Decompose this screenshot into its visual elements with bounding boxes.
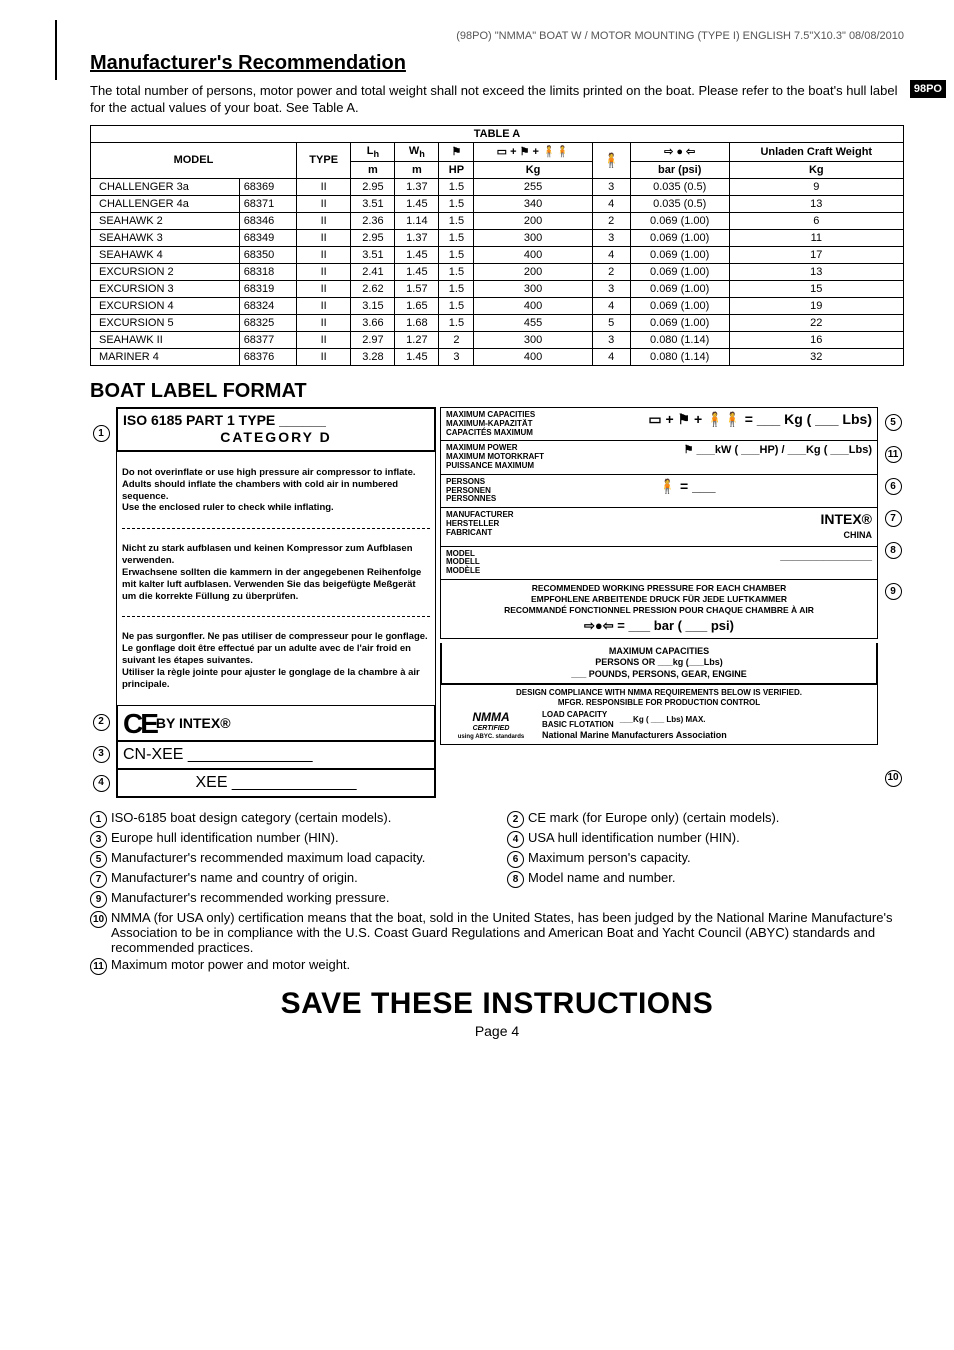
th-pressure-icon: ⇨ ● ⇦	[630, 142, 729, 161]
table-row: SEAHAWK 268346II2.361.141.520020.069 (1.…	[91, 212, 904, 229]
legend-item: 7Manufacturer's name and country of orig…	[90, 870, 487, 888]
table-row: CHALLENGER 3a68369II2.951.371.525530.035…	[91, 178, 904, 195]
legend-item: 1ISO-6185 boat design category (certain …	[90, 810, 487, 828]
th-unladen: Unladen Craft Weight	[729, 142, 903, 161]
callout-1: 1	[93, 425, 110, 442]
legend-item: 6Maximum person's capacity.	[507, 850, 904, 868]
nmma-box: DESIGN COMPLIANCE WITH NMMA REQUIREMENTS…	[440, 685, 878, 745]
th-unit-bar: bar (psi)	[630, 161, 729, 178]
th-lh: Lh	[351, 142, 395, 161]
manufacturer-box: MANUFACTURERHERSTELLERFABRICANT INTEX®CH…	[440, 508, 878, 547]
callout-8: 8	[885, 542, 902, 559]
legend-item: 9Manufacturer's recommended working pres…	[90, 890, 904, 908]
doc-code-badge: 98PO	[910, 80, 946, 98]
max-capacity-box: MAXIMUM CAPACITIESMAXIMUM-KAPAZITÄTCAPAC…	[440, 407, 878, 441]
th-type: TYPE	[296, 142, 351, 178]
th-model: MODEL	[91, 142, 297, 178]
max-power-box: MAXIMUM POWERMAXIMUM MOTORKRAFTPUISSANCE…	[440, 441, 878, 474]
model-box: MODELMODELLMODÈLE _______________	[440, 547, 878, 580]
th-unit-kg2: Kg	[729, 161, 903, 178]
th-wh: Wh	[395, 142, 439, 161]
xee-box: XEE ______________	[116, 770, 436, 798]
callout-6: 6	[885, 478, 902, 495]
nmma-logo: NMMA	[446, 710, 536, 725]
page-title: Manufacturer's Recommendation	[90, 52, 904, 75]
callout-9: 9	[885, 583, 902, 600]
table-row: SEAHAWK 368349II2.951.371.530030.069 (1.…	[91, 229, 904, 246]
persons-box: PERSONSPERSONENPERSONNES 🧍 = ___	[440, 475, 878, 508]
warning-box: Do not overinflate or use high pressure …	[116, 452, 436, 707]
table-caption: TABLE A	[91, 125, 904, 142]
th-unit-m1: m	[351, 161, 395, 178]
callout-2: 2	[93, 714, 110, 731]
crop-mark	[55, 20, 57, 80]
cn-xee-box: CN-XEE ______________	[116, 742, 436, 770]
table-row: CHALLENGER 4a68371II3.511.451.534040.035…	[91, 195, 904, 212]
max-cap2-box: MAXIMUM CAPACITIES PERSONS OR ___kg (___…	[440, 643, 878, 685]
th-unit-m2: m	[395, 161, 439, 178]
label-diagram: 1 2 3 4 ISO 6185 PART 1 TYPE ______ CATE…	[90, 407, 904, 799]
callout-3: 3	[93, 746, 110, 763]
legend-item: 11Maximum motor power and motor weight.	[90, 957, 904, 975]
legend-item: 5Manufacturer's recommended maximum load…	[90, 850, 487, 868]
th-persons-icon: 🧍	[592, 142, 630, 178]
callout-4: 4	[93, 775, 110, 792]
header-meta: (98PO) "NMMA" BOAT W / MOTOR MOUNTING (T…	[90, 30, 904, 42]
legend-item: 4USA hull identification number (HIN).	[507, 830, 904, 848]
legend-item: 10NMMA (for USA only) certification mean…	[90, 910, 904, 955]
th-unit-kg1: Kg	[474, 161, 592, 178]
callout-10: 10	[885, 770, 902, 787]
table-row: SEAHAWK II68377II2.971.27230030.080 (1.1…	[91, 331, 904, 348]
table-row: EXCURSION 368319II2.621.571.530030.069 (…	[91, 280, 904, 297]
legend-item: 3Europe hull identification number (HIN)…	[90, 830, 487, 848]
table-row: EXCURSION 568325II3.661.681.545550.069 (…	[91, 314, 904, 331]
callout-5: 5	[885, 414, 902, 431]
legend-item: 8Model name and number.	[507, 870, 904, 888]
table-row: EXCURSION 268318II2.411.451.520020.069 (…	[91, 263, 904, 280]
ce-box: CE BY INTEX®	[116, 706, 436, 742]
table-row: MARINER 468376II3.281.45340040.080 (1.14…	[91, 348, 904, 365]
callout-7: 7	[885, 510, 902, 527]
th-weight-icon: ▭ + ⚑ + 🧍🧍	[474, 142, 592, 161]
label-format-title: BOAT LABEL FORMAT	[90, 380, 904, 403]
table-a: TABLE A MODEL TYPE Lh Wh ⚑ ▭ + ⚑ + 🧍🧍 🧍 …	[90, 125, 904, 366]
table-row: EXCURSION 468324II3.151.651.540040.069 (…	[91, 297, 904, 314]
save-instructions: SAVE THESE INSTRUCTIONS	[90, 987, 904, 1021]
legend: 1ISO-6185 boat design category (certain …	[90, 810, 904, 975]
callout-11: 11	[885, 446, 902, 463]
page-number: Page 4	[90, 1023, 904, 1039]
th-motor-icon: ⚑	[439, 142, 474, 161]
th-unit-hp: HP	[439, 161, 474, 178]
table-row: SEAHAWK 468350II3.511.451.540040.069 (1.…	[91, 246, 904, 263]
ce-mark-icon: CE	[123, 706, 156, 741]
intro-text: The total number of persons, motor power…	[90, 83, 904, 117]
pressure-box: RECOMMENDED WORKING PRESSURE FOR EACH CH…	[440, 580, 878, 639]
iso-box: ISO 6185 PART 1 TYPE ______ CATEGORY D	[116, 407, 436, 452]
legend-item: 2CE mark (for Europe only) (certain mode…	[507, 810, 904, 828]
